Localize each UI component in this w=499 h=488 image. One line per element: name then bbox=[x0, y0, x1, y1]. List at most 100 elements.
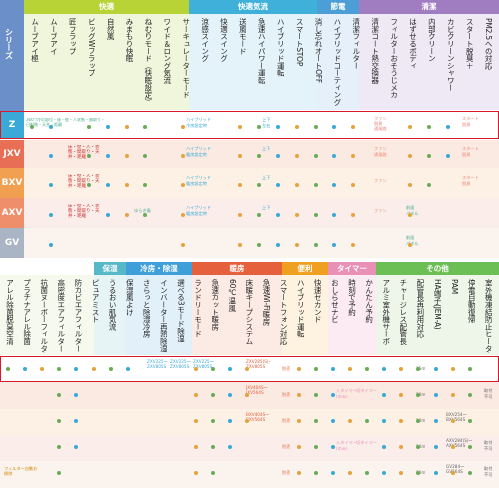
feature-dot-bottom-4-19 bbox=[330, 471, 335, 475]
feature-dot-bottom-3-19 bbox=[330, 445, 335, 449]
group-header-clean: 清潔 bbox=[359, 0, 499, 14]
feature-dot-bottom-0-7 bbox=[125, 367, 130, 371]
feature-dot-bottom-4-12 bbox=[211, 471, 216, 475]
feature-dot-top-1-11 bbox=[237, 154, 242, 158]
jxv-sensor-note: 床・壁・人・状態・間取り・天井・距離 bbox=[68, 145, 100, 160]
group-header-power-save: 節電 bbox=[317, 0, 359, 14]
z-fan: ファン bbox=[374, 116, 387, 121]
feature-dot-bottom-3-24 bbox=[416, 445, 421, 449]
feature-dot-top-2-11 bbox=[237, 183, 242, 187]
bxv-ext: BXV254〜BXV564S bbox=[446, 412, 467, 422]
feature-dot-top-1-21 bbox=[426, 154, 431, 158]
column-header-top-14: スマートSTOP bbox=[295, 18, 304, 67]
feature-dot-top-2-16 bbox=[332, 183, 337, 187]
row-label-bxv[interactable]: BXV bbox=[0, 168, 24, 198]
feature-dot-top-2-12 bbox=[256, 183, 261, 187]
feature-dot-bottom-2-3 bbox=[57, 419, 62, 423]
gv-front-panel-sub: パネル bbox=[406, 241, 419, 246]
feature-dot-bottom-0-26 bbox=[450, 367, 455, 371]
row-label-axv[interactable]: AXV bbox=[0, 198, 24, 228]
bottom-header-bg-3 bbox=[126, 275, 192, 355]
feature-dot-bottom-2-17 bbox=[296, 419, 301, 423]
feature-dot-top-4-15 bbox=[313, 243, 318, 247]
feature-dot-bottom-3-25 bbox=[433, 445, 438, 449]
feature-dot-top-0-1 bbox=[48, 125, 53, 129]
jxv-tori: 取付 bbox=[484, 388, 493, 393]
feature-dot-top-3-13 bbox=[275, 213, 280, 217]
feature-dot-top-0-13 bbox=[275, 125, 280, 129]
bottom-row-bxv bbox=[0, 409, 499, 435]
bottom-header-bg-5 bbox=[282, 275, 328, 355]
bottom-header-bg-2 bbox=[94, 275, 126, 355]
feature-dot-top-3-1 bbox=[48, 213, 53, 217]
column-header-bottom-11: ランドリーモード bbox=[193, 279, 202, 338]
jxv-tori2: 不可 bbox=[484, 394, 493, 399]
bxv-start-deodor-sub: 脱臭 bbox=[462, 181, 471, 186]
feature-dot-bottom-4-26 bbox=[450, 471, 455, 475]
feature-dot-top-4-14 bbox=[294, 243, 299, 247]
column-header-top-2: 匠フラップ bbox=[68, 18, 77, 55]
feature-dot-bottom-3-17 bbox=[296, 445, 301, 449]
feature-dot-bottom-3-27 bbox=[467, 445, 472, 449]
feature-dot-top-0-4 bbox=[105, 125, 110, 129]
feature-dot-top-3-16 bbox=[332, 213, 337, 217]
row-label-z[interactable]: Z bbox=[0, 112, 24, 138]
feature-dot-bottom-2-27 bbox=[467, 419, 472, 423]
column-header-bottom-15: 急速Wi-Fi暖房 bbox=[262, 279, 270, 326]
feature-dot-bottom-3-18 bbox=[313, 445, 318, 449]
column-header-bottom-28: 室外機凍結防止ヒーター bbox=[484, 279, 493, 353]
feature-dot-bottom-4-3 bbox=[57, 471, 62, 475]
row-label-gv[interactable]: GV bbox=[0, 228, 24, 258]
column-header-top-11: 送風モード bbox=[238, 18, 247, 55]
feature-dot-top-0-20 bbox=[408, 125, 412, 129]
z-sensor-note: 360°/冷の部位・床・壁・人状態・間取り・日射熱・天井・距離 bbox=[26, 118, 105, 127]
column-header-top-8: サーキュレーターモード bbox=[181, 18, 190, 99]
bxv-fan: ファン bbox=[374, 178, 387, 183]
column-header-bottom-25: HA端子(JEM-A) bbox=[433, 279, 441, 330]
feature-dot-top-1-6 bbox=[143, 154, 148, 158]
feature-dot-top-0-11 bbox=[237, 125, 242, 129]
feature-dot-top-2-17 bbox=[351, 183, 356, 187]
series-label: シリーズ bbox=[4, 28, 13, 60]
column-header-top-7: ワイド＆ロング気流 bbox=[162, 18, 171, 84]
axv-sensor-note: 床・壁・人・状態・間取り・天井・距離 bbox=[68, 204, 100, 219]
feature-dot-top-2-21 bbox=[426, 183, 431, 187]
feature-dot-bottom-3-26 bbox=[450, 445, 455, 449]
feature-dot-top-1-13 bbox=[275, 154, 280, 158]
feature-dot-bottom-2-20 bbox=[348, 419, 352, 423]
feature-dot-bottom-2-24 bbox=[416, 419, 421, 423]
feature-dot-top-4-16 bbox=[332, 243, 337, 247]
row-label-jxv[interactable]: JXV bbox=[0, 140, 24, 168]
row-band-axv bbox=[24, 198, 499, 228]
feature-dot-bottom-4-20 bbox=[348, 471, 352, 475]
feature-dot-top-3-11 bbox=[237, 213, 242, 217]
bxv-updown: 上下 bbox=[262, 175, 271, 180]
feature-dot-bottom-1-24 bbox=[416, 393, 421, 397]
feature-dot-top-1-15 bbox=[313, 154, 318, 158]
feature-dot-top-0-17 bbox=[351, 125, 356, 129]
feature-dot-top-2-3 bbox=[86, 183, 91, 187]
feature-dot-top-0-15 bbox=[313, 125, 318, 129]
feature-dot-bottom-0-2 bbox=[40, 367, 45, 371]
feature-dot-bottom-0-22 bbox=[382, 367, 387, 371]
bottom-header-bg-6 bbox=[328, 275, 376, 355]
z-model-4: ZXV285(S)〜ZXV805S bbox=[246, 359, 270, 369]
column-header-bg-comfort bbox=[24, 14, 189, 110]
column-header-bottom-14: 床暖キープシステム bbox=[244, 279, 253, 345]
feature-dot-bottom-0-17 bbox=[296, 367, 301, 371]
feature-dot-bottom-0-13 bbox=[228, 367, 233, 371]
column-header-bottom-20: 時刻で予約 bbox=[347, 279, 356, 316]
feature-dot-top-4-11 bbox=[237, 243, 242, 247]
column-header-bottom-24: 配管長再利用対応 bbox=[415, 279, 424, 338]
feature-dot-bottom-1-22 bbox=[382, 393, 387, 397]
axv-fan: ファン bbox=[374, 208, 387, 213]
axv-timer: 入タイマー bbox=[336, 440, 357, 445]
jxv-start-deodor-sub: 脱臭 bbox=[462, 152, 471, 157]
feature-dot-top-1-20 bbox=[408, 154, 412, 158]
axv-jump: ゆらぎ風 bbox=[134, 208, 151, 213]
feature-dot-bottom-3-11 bbox=[194, 445, 199, 449]
column-header-bottom-21: かんたん予約 bbox=[364, 279, 373, 323]
column-header-bottom-4: 防カビエアフィルター bbox=[73, 279, 82, 353]
column-header-bottom-2: 抗菌ヌーボーフィルター bbox=[39, 279, 48, 353]
